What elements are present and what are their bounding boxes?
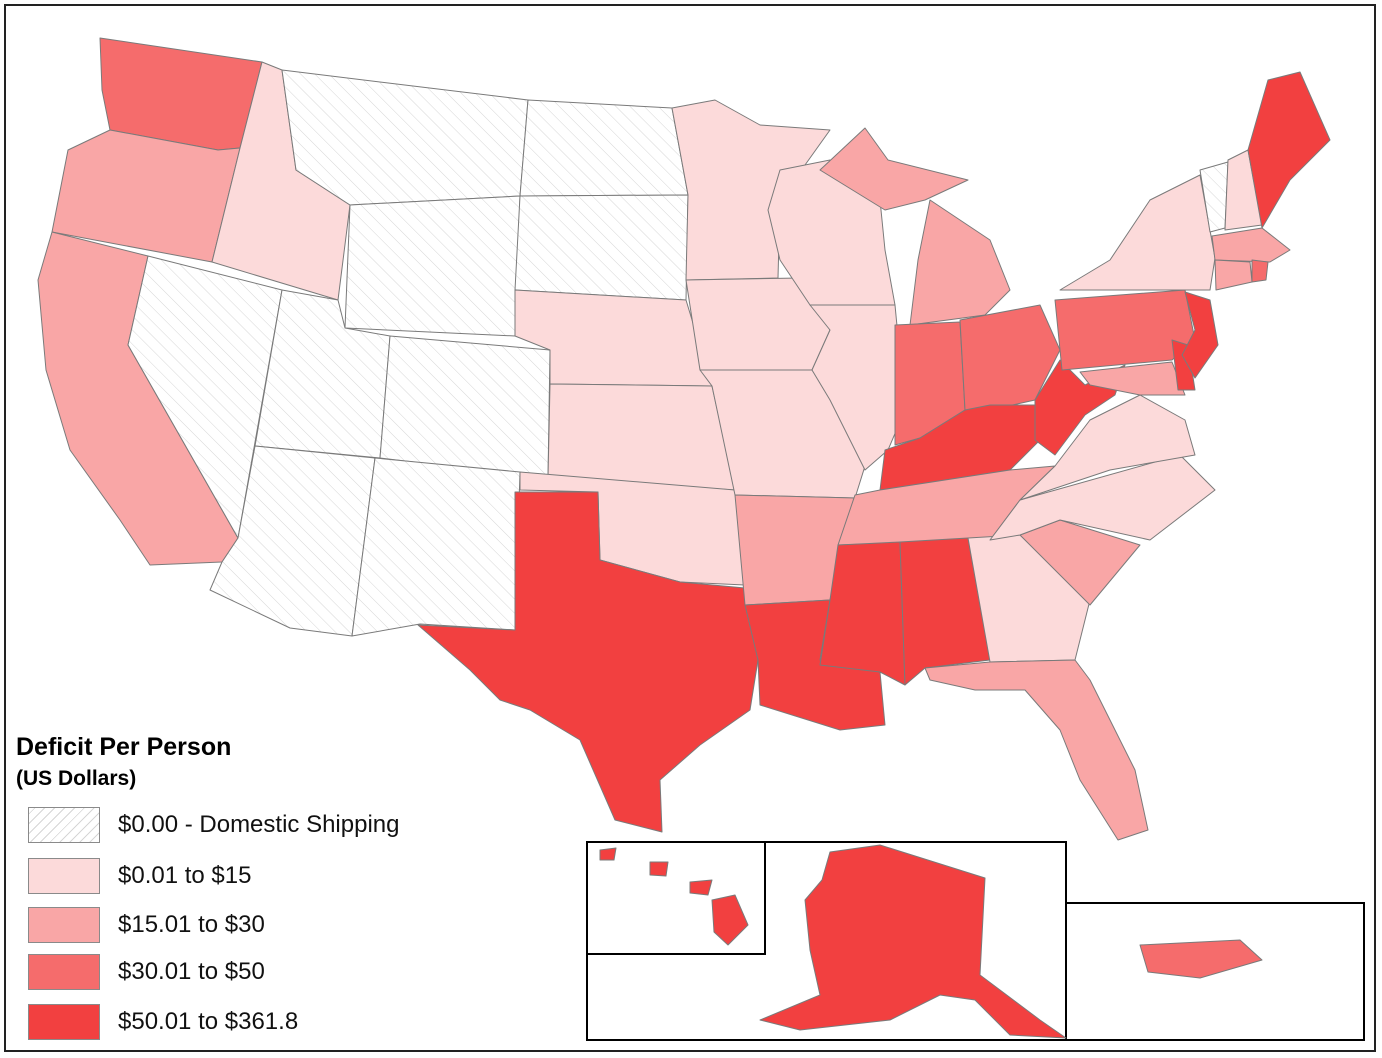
state-north-carolina: [989, 454, 1216, 541]
state-delaware: [1171, 339, 1196, 391]
state-new-jersey: [1181, 291, 1219, 379]
legend-label-1: $0.01 to $15: [118, 862, 252, 889]
legend-item-0: $0.00 - Domestic Shipping: [28, 806, 399, 844]
state-alabama: [899, 537, 991, 686]
state-hawaii-group: [599, 847, 749, 946]
legend-swatch-3: [28, 954, 100, 990]
legend-label-2: $15.01 to $30: [118, 911, 265, 938]
state-north-dakota: [519, 99, 689, 197]
state-hawaii-big-island: [711, 894, 749, 946]
state-new-york: [1059, 174, 1216, 291]
legend-swatch-2: [28, 907, 100, 943]
state-virginia: [1019, 394, 1196, 501]
legend-swatch-1: [28, 858, 100, 894]
legend-subtitle: (US Dollars): [16, 767, 137, 790]
state-puerto-rico: [1139, 939, 1263, 979]
state-colorado: [379, 335, 551, 479]
state-hawaii-maui: [689, 879, 713, 896]
state-massachusetts: [1211, 227, 1291, 263]
state-wyoming: [344, 195, 521, 337]
state-michigan-lower: [909, 199, 1011, 326]
state-alaska: [759, 844, 1067, 1039]
legend-label-0: $0.00 - Domestic Shipping: [118, 811, 400, 838]
state-michigan-upper: [819, 127, 969, 211]
state-kansas: [547, 383, 736, 491]
state-rhode-island: [1251, 259, 1269, 283]
legend-item-2: $15.01 to $30: [28, 906, 265, 944]
state-south-dakota: [514, 194, 689, 301]
legend-label-3: $30.01 to $50: [118, 958, 265, 985]
legend-swatch-0: [28, 807, 100, 843]
state-new-mexico: [351, 457, 521, 637]
state-maryland: [1079, 361, 1186, 396]
state-hawaii-kauai: [599, 847, 617, 861]
legend-item-4: $50.01 to $361.8: [28, 1003, 298, 1041]
state-montana: [281, 69, 529, 206]
legend-title: Deficit Per Person: [16, 733, 232, 761]
state-connecticut: [1214, 259, 1253, 291]
state-maine: [1247, 71, 1331, 229]
legend-label-4: $50.01 to $361.8: [118, 1008, 299, 1035]
legend-swatch-4: [28, 1004, 100, 1040]
state-florida: [924, 659, 1149, 841]
legend-item-3: $30.01 to $50: [28, 953, 265, 991]
legend-item-1: $0.01 to $15: [28, 857, 251, 895]
state-texas: [417, 491, 759, 833]
state-hawaii-oahu: [649, 861, 669, 877]
